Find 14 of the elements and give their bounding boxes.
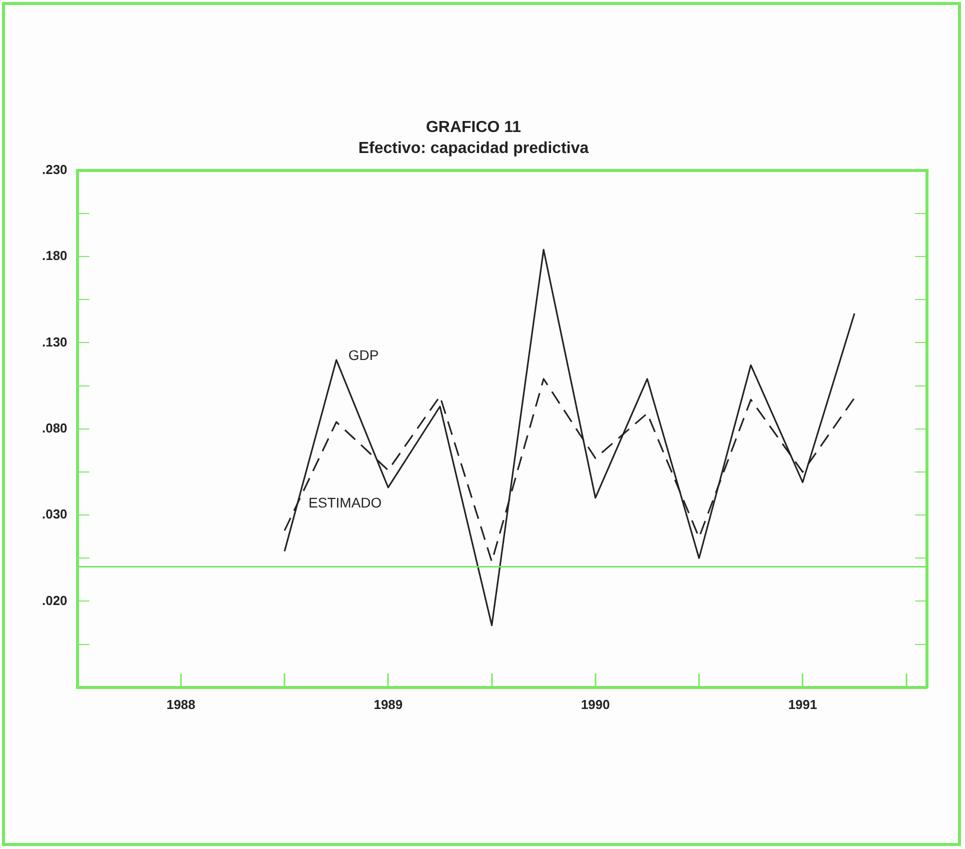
x-tick-label: 1988 <box>166 696 196 712</box>
y-tick-label: .230 <box>42 162 68 177</box>
series-label: ESTIMADO <box>308 494 382 510</box>
chart-title: GRAFICO 11 <box>426 119 522 136</box>
chart-subtitle: Efectivo: capacidad predictiva <box>358 140 589 158</box>
y-tick-label: .080 <box>42 420 68 436</box>
y-tick-label: .030 <box>42 506 68 522</box>
y-tick-label: .020 <box>42 592 68 608</box>
series-label: GDP <box>348 346 379 363</box>
x-tick-label: 1990 <box>580 696 610 712</box>
y-tick-label: .130 <box>42 334 68 350</box>
x-tick-label: 1991 <box>788 696 818 712</box>
y-tick-label: .180 <box>42 248 68 264</box>
x-tick-label: 1989 <box>374 696 403 712</box>
